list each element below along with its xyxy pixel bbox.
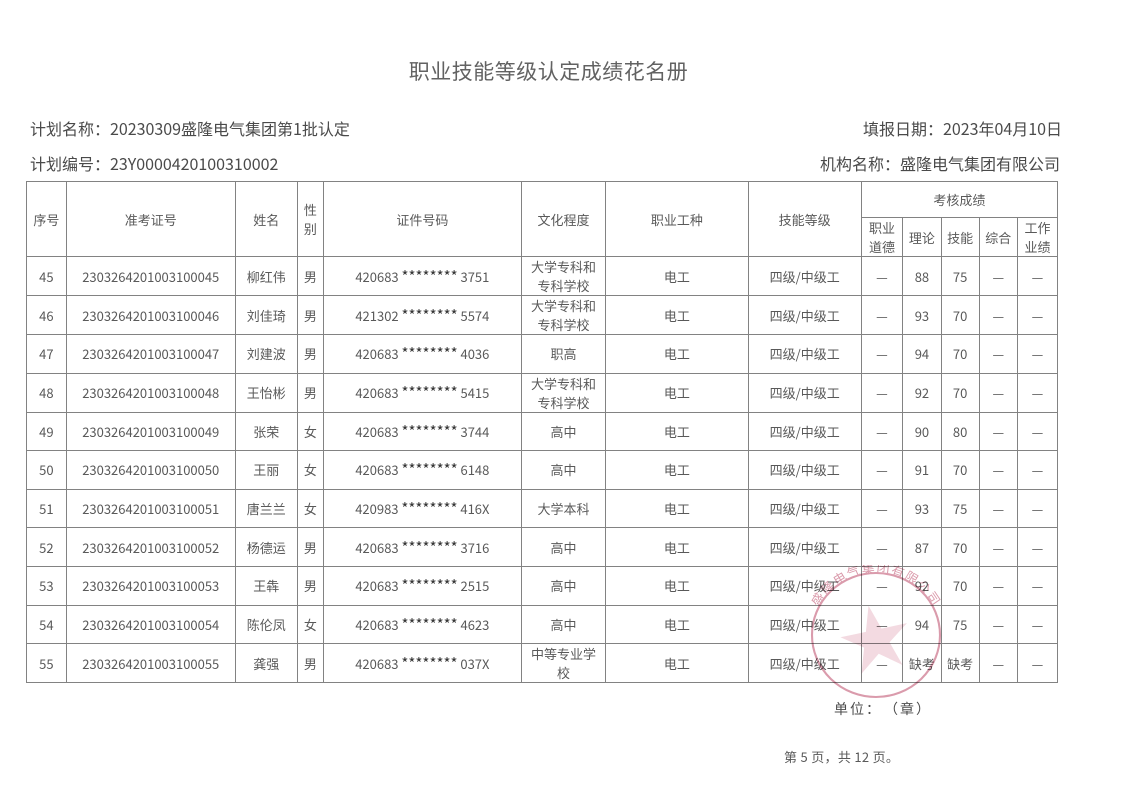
svg-text:盛隆电气集团有限公司: 盛隆电气集团有限公司 xyxy=(806,565,946,610)
